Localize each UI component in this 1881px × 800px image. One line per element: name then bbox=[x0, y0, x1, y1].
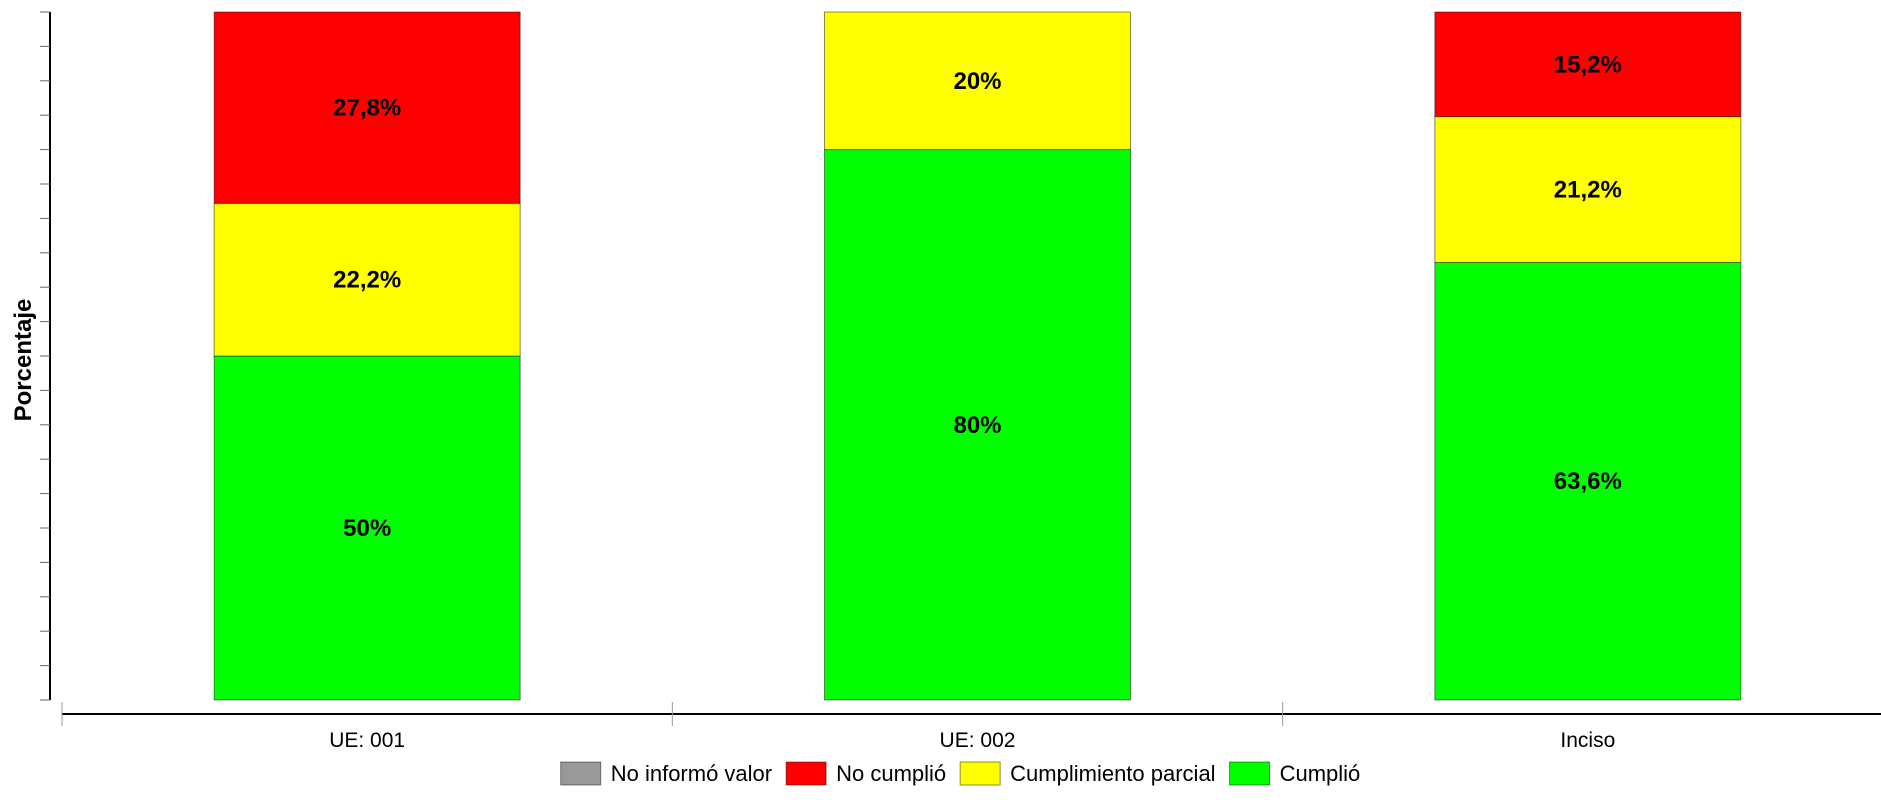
data-label: 20% bbox=[953, 68, 1001, 95]
legend-swatch bbox=[785, 761, 827, 786]
y-axis bbox=[40, 11, 51, 701]
data-label: 22,2% bbox=[333, 267, 401, 294]
data-label: 63,6% bbox=[1554, 468, 1622, 495]
x-tick-label: UE: 001 bbox=[329, 729, 405, 752]
legend: No informó valor No cumplió Cumplimiento p… bbox=[560, 761, 1361, 786]
legend-label: Cumplió bbox=[1280, 761, 1361, 786]
bar-segment bbox=[213, 355, 521, 701]
bar-segment bbox=[1434, 11, 1742, 118]
bar-segment bbox=[1434, 261, 1742, 701]
legend-label: Cumplimiento parcial bbox=[1010, 761, 1215, 786]
legend-swatch bbox=[959, 761, 1001, 786]
x-tick-label: Inciso bbox=[1560, 729, 1615, 752]
bar-segment bbox=[824, 11, 1131, 151]
x-tick-label: UE: 002 bbox=[940, 729, 1016, 752]
data-label: 21,2% bbox=[1554, 177, 1622, 204]
legend-swatch bbox=[1229, 761, 1271, 786]
data-label: 80% bbox=[953, 412, 1001, 439]
bar-segment bbox=[213, 202, 521, 357]
data-label: 27,8% bbox=[333, 95, 401, 122]
y-axis-label: Porcentaje bbox=[10, 299, 37, 422]
legend-swatch bbox=[560, 761, 602, 786]
legend-label: No cumplió bbox=[836, 761, 946, 786]
bar-segment bbox=[213, 11, 521, 204]
legend-label: No informó valor bbox=[611, 761, 772, 786]
data-label: 15,2% bbox=[1554, 51, 1622, 78]
x-axis: UE: 001 UE: 002 Inciso bbox=[61, 702, 1881, 752]
bar-segment bbox=[824, 149, 1131, 701]
bars: 50% 22,2% 27,8% 80% 20% 63,6% 21,2% 15,2% bbox=[213, 11, 1742, 701]
data-label: 50% bbox=[343, 515, 391, 542]
bar-segment bbox=[1434, 116, 1742, 263]
